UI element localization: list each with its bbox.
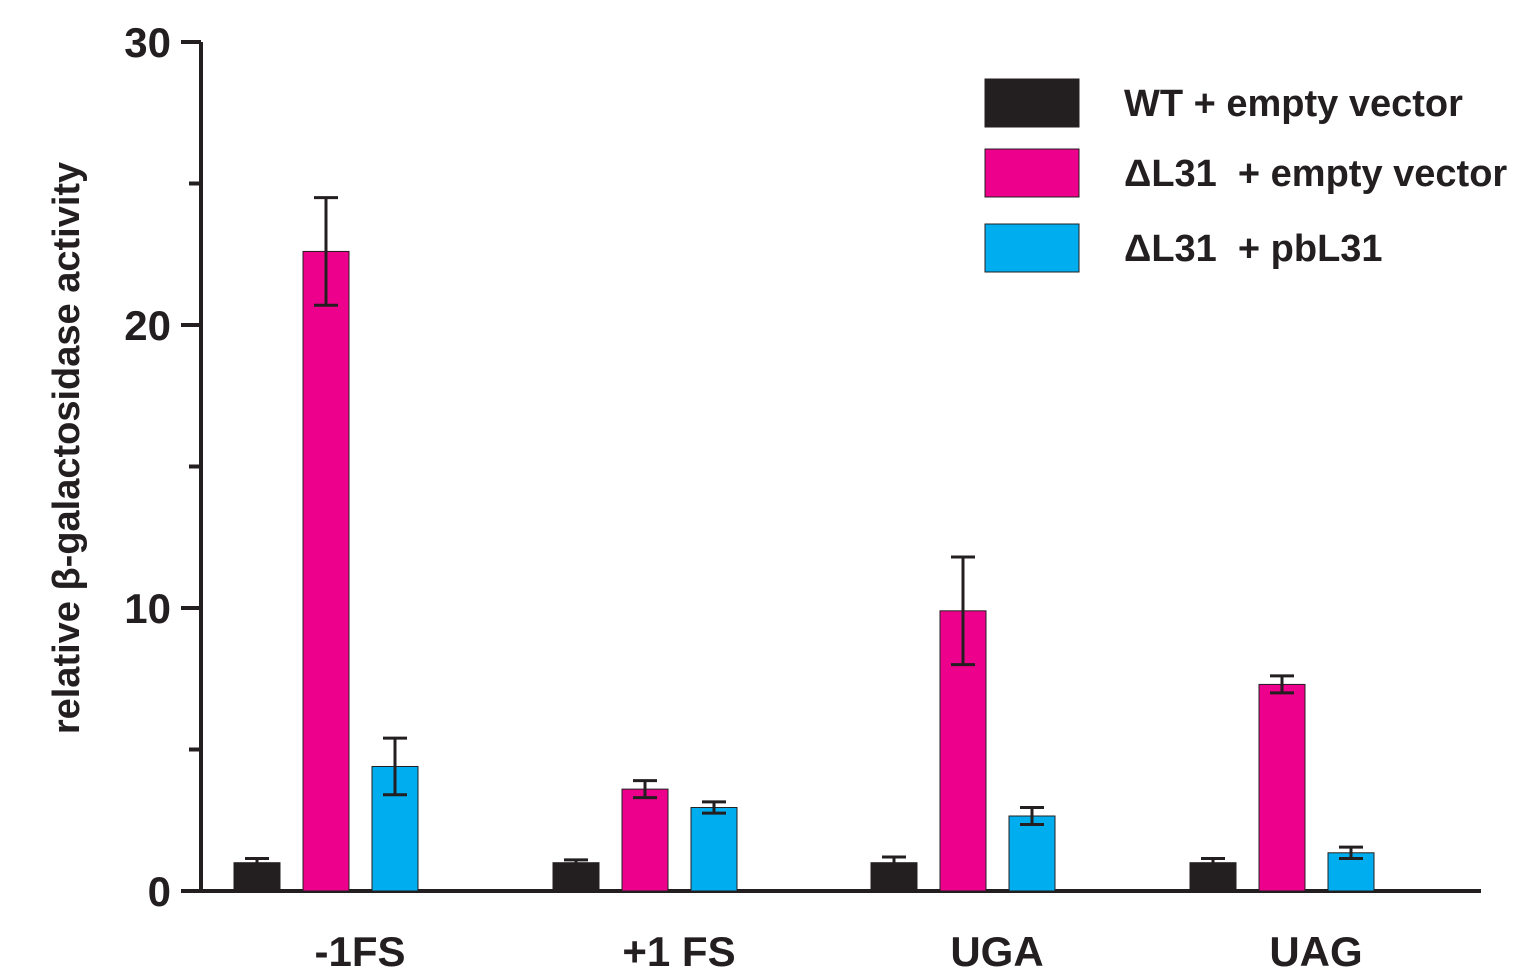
error-bar-UGA-1 — [951, 555, 975, 667]
legend-label: ΔL31 + pbL31 — [1124, 228, 1383, 270]
category-label-1: +1 FS — [622, 928, 735, 970]
legend-item-1: ΔL31 + empty vector — [984, 148, 1507, 198]
error-bars — [245, 196, 1363, 870]
category-label-0: -1FS — [314, 928, 405, 970]
bars — [233, 250, 1375, 892]
legend-item-2: ΔL31 + pbL31 — [984, 223, 1383, 273]
error-bar--1FS-1 — [314, 196, 338, 307]
error-bar--1FS-0 — [245, 856, 269, 869]
category-label-2: UGA — [950, 928, 1043, 970]
bar-+1 FS-0 — [552, 862, 600, 892]
legend-label: ΔL31 + empty vector — [1124, 153, 1507, 195]
error-bar-UAG-0 — [1201, 856, 1225, 869]
error-bar-+1 FS-1 — [633, 779, 657, 800]
error-bar-UGA-0 — [882, 855, 906, 870]
y-tick-label-10: 10 — [124, 585, 171, 632]
bar-UAG-1 — [1258, 683, 1306, 892]
y-tick-label-30: 30 — [124, 19, 171, 66]
bar--1FS-1 — [302, 250, 350, 892]
category-label-3: UAG — [1269, 928, 1362, 970]
category-labels: -1FS +1 FS UGA UAG — [314, 928, 1362, 970]
y-tick-label-20: 20 — [124, 302, 171, 349]
bar-+1 FS-2 — [690, 807, 738, 892]
error-bar-+1 FS-0 — [564, 858, 588, 868]
error-bar--1FS-2 — [383, 736, 407, 797]
legend-swatch — [984, 148, 1080, 198]
bar-+1 FS-1 — [621, 788, 669, 892]
error-bar-UAG-1 — [1270, 674, 1294, 695]
legend-item-0: WT + empty vector — [984, 78, 1463, 128]
bar-UGA-2 — [1008, 815, 1056, 892]
y-axis-title: relative β-galactosidase activity — [46, 162, 88, 734]
y-ticks: 0 10 20 30 — [124, 19, 201, 915]
legend-swatch — [984, 78, 1080, 128]
y-tick-label-0: 0 — [148, 868, 171, 915]
error-bar-UAG-2 — [1339, 845, 1363, 860]
error-bar-+1 FS-2 — [702, 800, 726, 815]
legend-swatch — [984, 223, 1080, 273]
legend: WT + empty vector ΔL31 + empty vector ΔL31… — [984, 78, 1507, 273]
error-bar-UGA-2 — [1020, 806, 1044, 826]
legend-label: WT + empty vector — [1124, 83, 1463, 125]
